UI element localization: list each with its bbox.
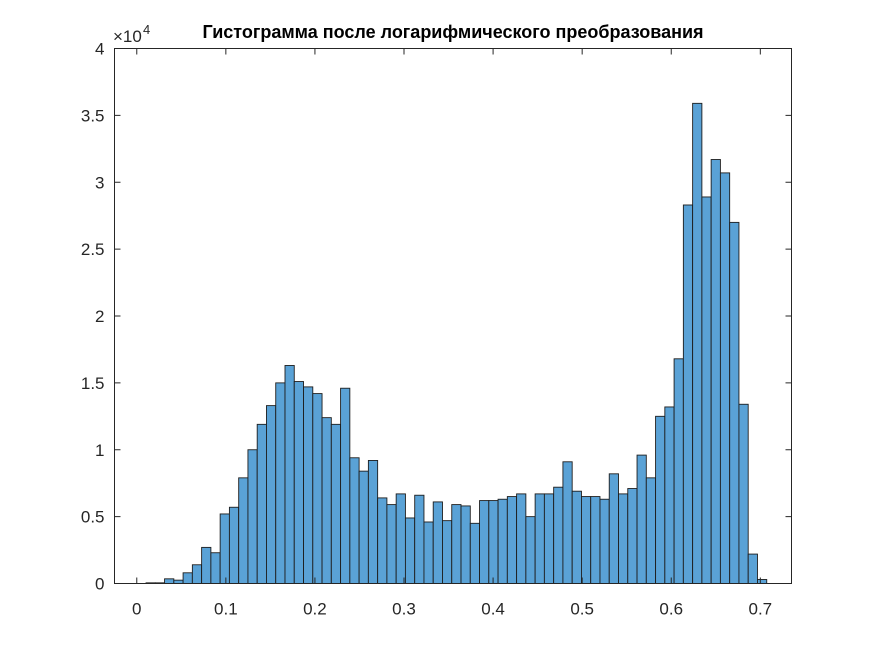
x-tick-label: 0.4 (481, 600, 505, 619)
chart-title: Гистограмма после логарифмического преоб… (202, 22, 703, 42)
histogram-bar (173, 579, 184, 584)
x-tick-label: 0.2 (303, 600, 327, 619)
x-tick-label: 0.6 (659, 600, 683, 619)
histogram-bar (312, 393, 323, 584)
histogram-bar (340, 387, 351, 584)
histogram-bar (266, 405, 277, 584)
histogram-bar (358, 470, 369, 584)
histogram-bar (432, 501, 443, 584)
x-tick-label: 0.1 (214, 600, 238, 619)
histogram-bar (571, 490, 582, 584)
histogram-bar (330, 423, 342, 584)
histogram-bar (747, 553, 758, 584)
histogram-bar (404, 517, 416, 584)
y-axis-tick-labels: 0 0.5 1 1.5 2 2.5 3 3.5 4 (81, 40, 105, 594)
histogram-bar (423, 521, 434, 584)
histogram-bar (219, 513, 230, 584)
y-axis-exponent-base: ×10 (113, 27, 142, 46)
histogram-bar (442, 520, 453, 584)
y-tick-label: 0 (95, 575, 104, 594)
histogram-bar (349, 457, 360, 584)
histogram-bar (701, 196, 712, 584)
histogram-bar (386, 504, 397, 584)
histogram-bar (534, 493, 545, 584)
y-tick-label: 1.5 (81, 374, 105, 393)
histogram-bar (636, 454, 647, 584)
histogram-bar (757, 579, 768, 584)
histogram-bar (692, 102, 703, 584)
histogram-bar (516, 493, 527, 584)
x-tick-label: 0 (132, 600, 141, 619)
histogram-bar (377, 497, 388, 584)
histogram-bar (543, 493, 555, 584)
histogram-bar (191, 564, 203, 584)
y-tick-label: 3 (95, 173, 104, 192)
histogram-bar (284, 365, 295, 584)
histogram-bar (655, 415, 666, 584)
histogram-bar (506, 496, 518, 584)
histogram-bar (590, 496, 601, 584)
histogram-bar (645, 477, 657, 584)
histogram-bar (719, 172, 731, 584)
x-tick-label: 0.3 (392, 600, 416, 619)
x-axis-tick-labels: 0 0.1 0.2 0.3 0.4 0.5 0.6 0.7 (132, 600, 772, 619)
y-tick-label: 4 (95, 40, 104, 59)
axis-ticks (114, 48, 792, 584)
histogram-bar (182, 572, 193, 584)
histogram-bar (627, 488, 638, 584)
histogram-bar (553, 486, 564, 584)
histogram-bar (303, 386, 314, 584)
histogram-bar (210, 552, 221, 584)
histogram-bar (682, 204, 694, 584)
y-tick-label: 1 (95, 441, 104, 460)
histogram-bar (275, 382, 286, 584)
x-tick-label: 0.5 (570, 600, 594, 619)
histogram-bar (673, 358, 684, 584)
histogram-bar (201, 546, 212, 584)
y-tick-label: 2 (95, 307, 104, 326)
histogram-bar (451, 504, 462, 584)
histogram-bar (293, 381, 304, 584)
histogram-bar (664, 406, 675, 584)
histogram-bar (164, 578, 175, 584)
y-tick-label: 2.5 (81, 240, 105, 259)
histogram-bar (238, 477, 249, 584)
histogram-bar (321, 417, 332, 584)
histogram-bar (599, 498, 610, 584)
histogram-bar (710, 159, 721, 584)
histogram-bar (729, 221, 740, 584)
histogram-bar (488, 500, 499, 584)
histogram-bar (256, 423, 267, 584)
histogram-bar (618, 493, 629, 584)
histogram-bar (247, 449, 258, 584)
histogram-bar (738, 403, 749, 584)
y-tick-label: 0.5 (81, 508, 105, 527)
histogram-bar (414, 494, 425, 584)
histogram-bar (228, 506, 240, 584)
histogram-bar (479, 500, 490, 584)
histogram-bar (562, 461, 573, 584)
histogram-bar (460, 505, 471, 584)
x-tick-label: 0.7 (749, 600, 773, 619)
histogram-bar (367, 460, 379, 584)
histogram-bar (525, 516, 536, 584)
histogram-bar (497, 498, 508, 584)
histogram-bar (469, 522, 480, 584)
y-axis-exponent-power: 4 (143, 22, 150, 37)
y-tick-label: 3.5 (81, 106, 105, 125)
histogram-bar (608, 473, 619, 584)
histogram-bar (395, 493, 406, 584)
histogram-bar (581, 496, 592, 584)
